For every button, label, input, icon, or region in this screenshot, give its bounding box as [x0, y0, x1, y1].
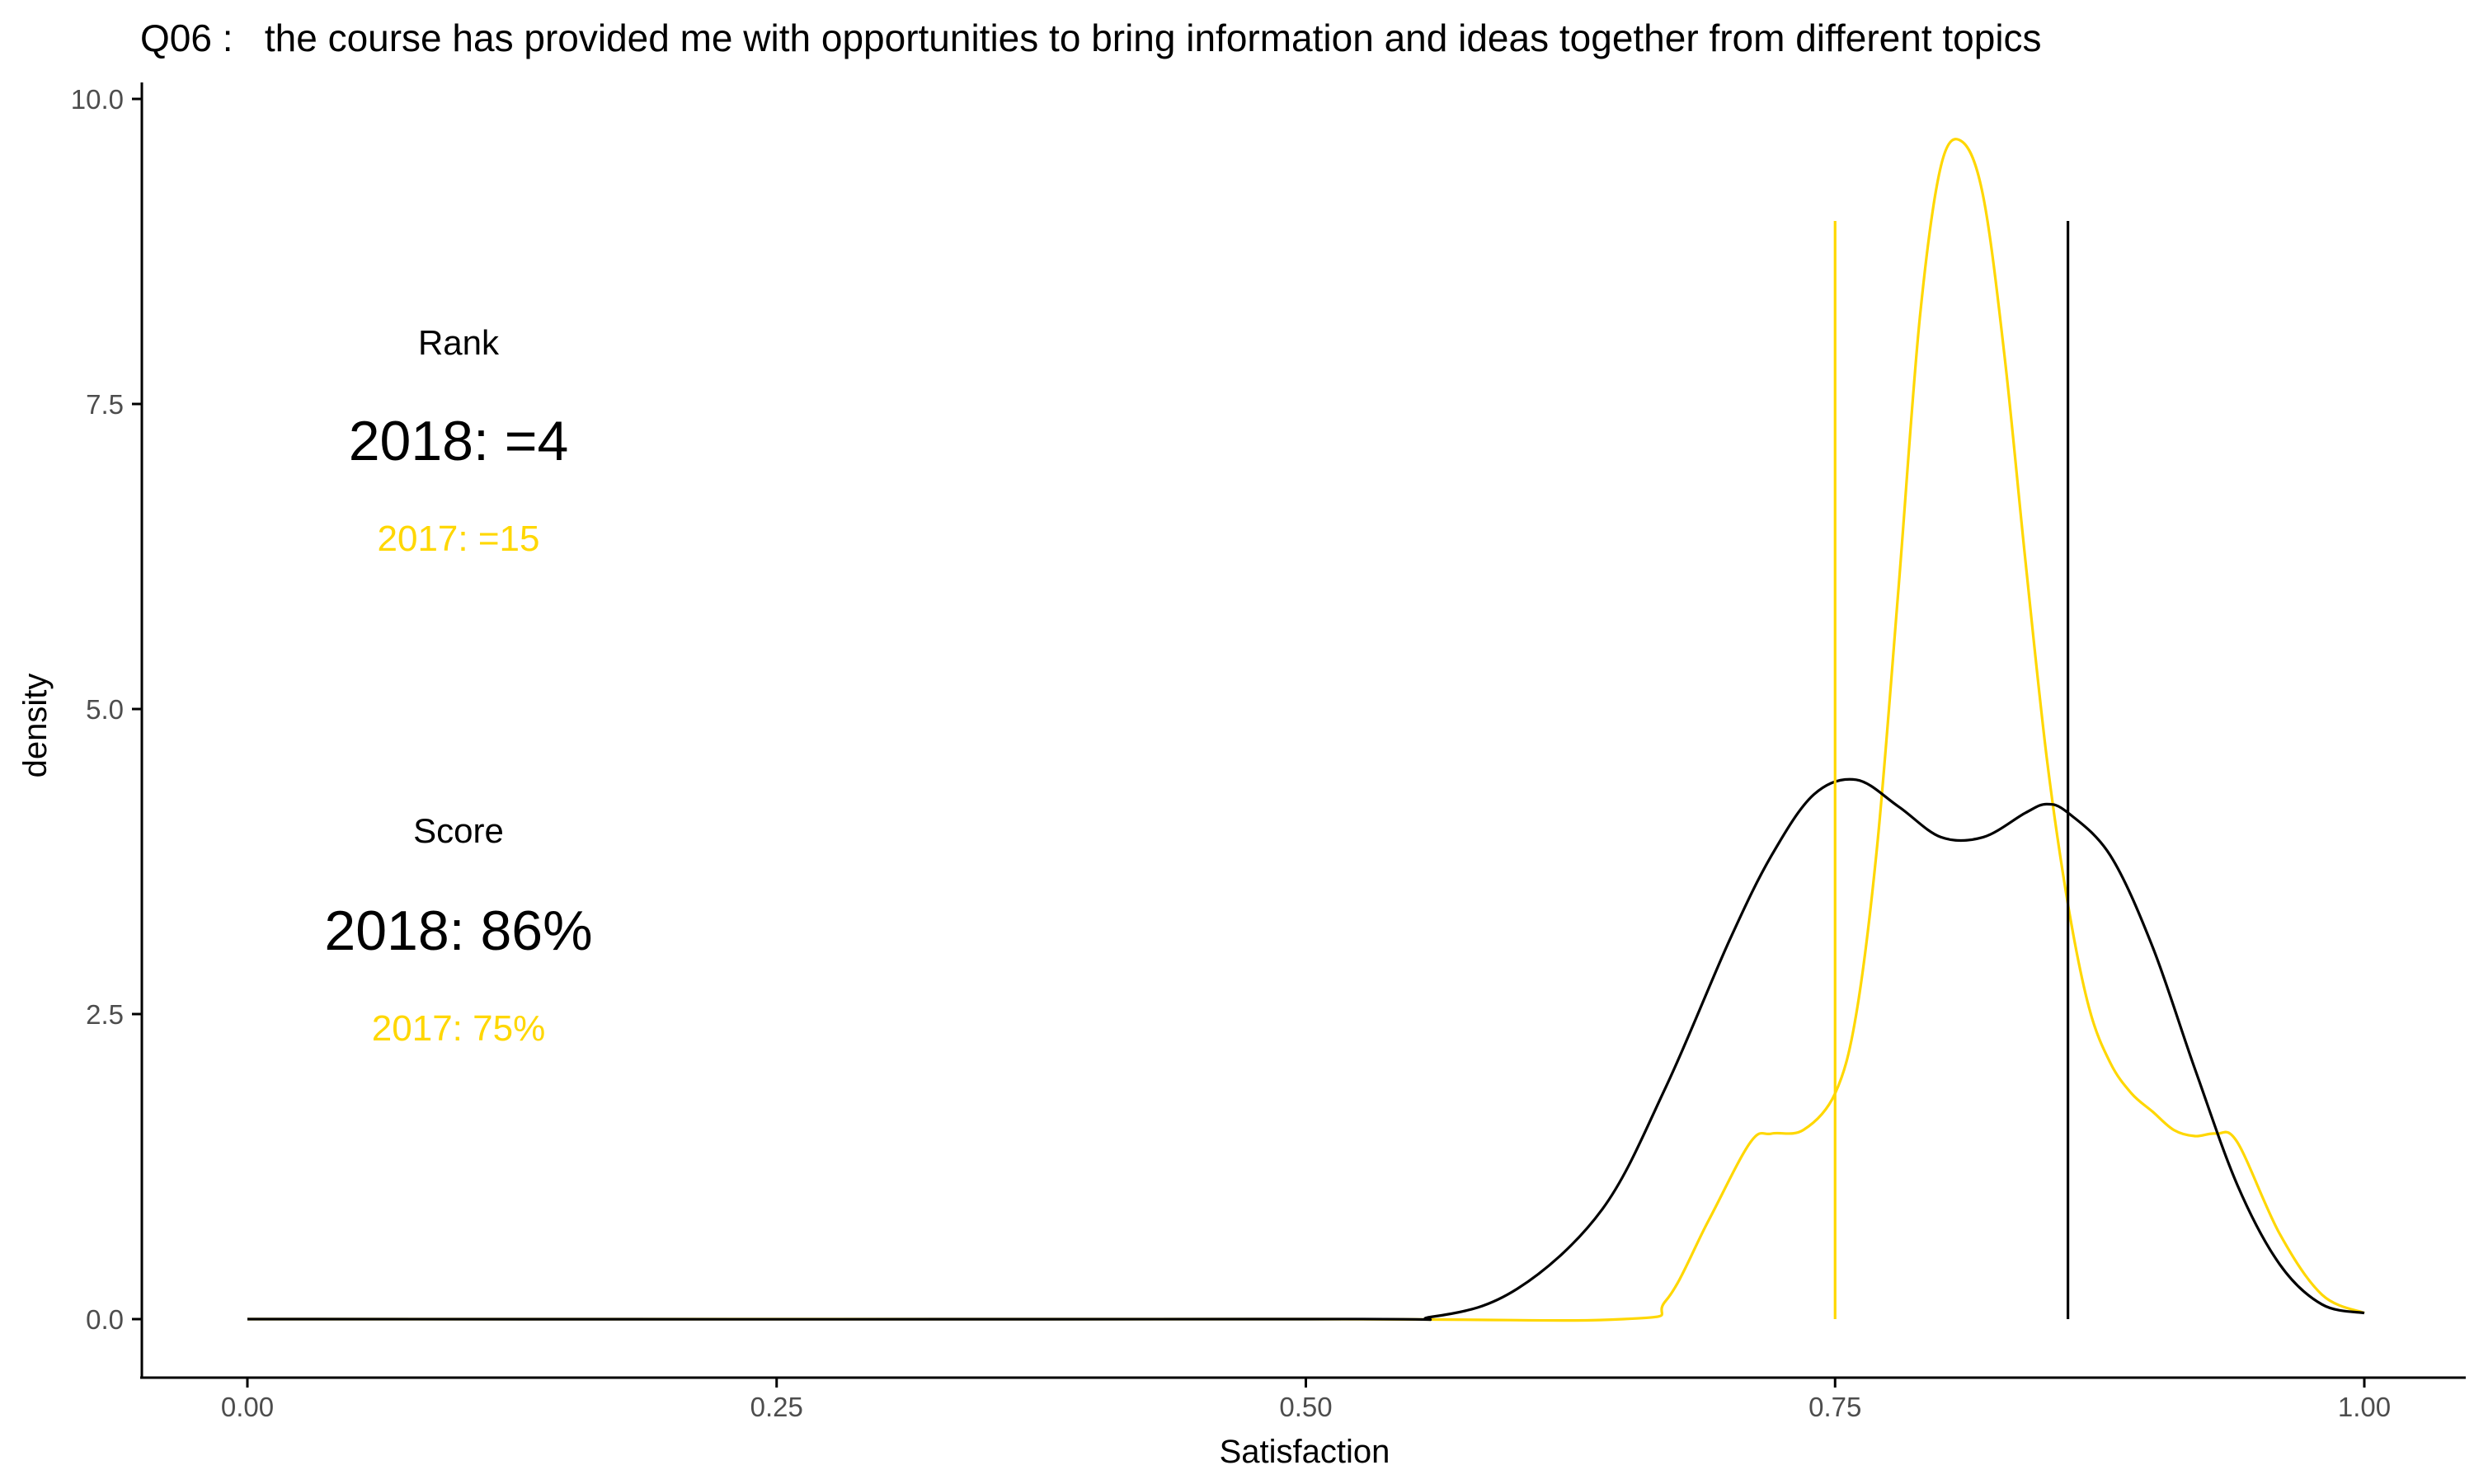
plot-area — [247, 138, 2365, 1322]
density-curve-2018 — [247, 777, 2365, 1322]
chart-title: Q06 : the course has provided me with op… — [140, 16, 2042, 59]
x-tick-label: 0.50 — [1279, 1392, 1332, 1422]
x-tick-label: 1.00 — [2338, 1392, 2391, 1422]
score-2018-text: 2018: 86% — [324, 899, 592, 962]
y-tick-label: 5.0 — [86, 694, 124, 725]
rank-label: Rank — [418, 323, 500, 362]
y-tick-label: 0.0 — [86, 1304, 124, 1335]
x-tick-label: 0.75 — [1808, 1392, 1861, 1422]
rank-annotation: Rank 2018: =4 2017: =15 — [349, 323, 569, 559]
y-axis-label: density — [17, 674, 54, 778]
y-tick-label: 10.0 — [71, 84, 124, 115]
density-curve-2017 — [247, 138, 2365, 1322]
score-annotation: Score 2018: 86% 2017: 75% — [324, 811, 592, 1049]
y-tick-label: 2.5 — [86, 999, 124, 1030]
y-tick-label: 7.5 — [86, 389, 124, 420]
rank-2018-text: 2018: =4 — [349, 410, 569, 472]
x-tick-label: 0.25 — [750, 1392, 803, 1422]
score-2017-text: 2017: 75% — [372, 1008, 545, 1049]
x-axis-ticks: 0.00 0.25 0.50 0.75 1.00 — [221, 1378, 2391, 1422]
score-label: Score — [413, 811, 504, 850]
x-axis-label: Satisfaction — [1220, 1434, 1390, 1470]
rank-2017-text: 2017: =15 — [378, 519, 540, 559]
x-tick-label: 0.00 — [221, 1392, 274, 1422]
y-axis-ticks: 0.0 2.5 5.0 7.5 10.0 — [71, 84, 142, 1335]
